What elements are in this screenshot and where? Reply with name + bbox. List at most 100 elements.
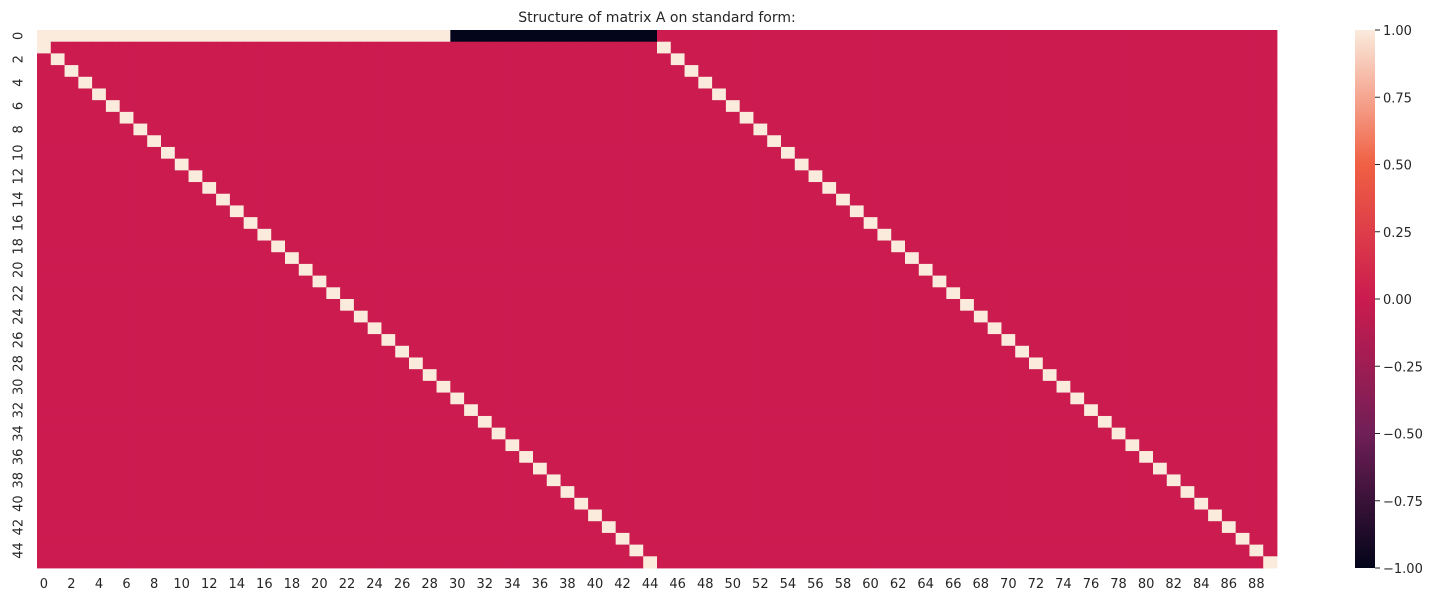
heatmap-cell bbox=[905, 521, 920, 534]
heatmap-cell bbox=[1029, 497, 1044, 510]
heatmap-cell bbox=[670, 345, 685, 358]
heatmap-cell bbox=[808, 240, 823, 253]
heatmap-cell bbox=[973, 287, 989, 300]
heatmap-cell bbox=[863, 193, 878, 206]
heatmap-cell bbox=[684, 158, 699, 171]
heatmap-cell bbox=[422, 556, 437, 569]
heatmap-cell bbox=[257, 497, 272, 510]
heatmap-cell bbox=[147, 357, 162, 370]
heatmap-cell bbox=[285, 100, 300, 113]
heatmap-cell bbox=[298, 474, 313, 487]
heatmap-cell bbox=[340, 205, 355, 218]
heatmap-cell bbox=[1208, 217, 1223, 230]
heatmap-cell bbox=[464, 135, 479, 148]
heatmap-cell bbox=[1139, 345, 1154, 358]
heatmap-cell bbox=[918, 88, 933, 101]
heatmap-cell bbox=[684, 451, 699, 464]
heatmap-cell bbox=[174, 182, 189, 195]
heatmap-cell bbox=[574, 123, 589, 136]
heatmap-cell bbox=[285, 474, 300, 487]
heatmap-cell bbox=[147, 310, 162, 323]
heatmap-cell bbox=[877, 53, 892, 66]
heatmap-cell bbox=[1001, 392, 1016, 405]
heatmap-cell bbox=[161, 334, 176, 347]
x-tick-label: 58 bbox=[835, 577, 852, 592]
heatmap-cell bbox=[1029, 123, 1044, 136]
heatmap-cell bbox=[533, 170, 548, 183]
heatmap-cell bbox=[491, 369, 506, 382]
heatmap-cell bbox=[698, 427, 713, 440]
heatmap-cell bbox=[188, 100, 203, 113]
heatmap-cell bbox=[1001, 322, 1016, 335]
heatmap-cell bbox=[1166, 53, 1181, 66]
heatmap-cell bbox=[932, 556, 947, 569]
heatmap-cell bbox=[257, 334, 272, 347]
heatmap-cell bbox=[657, 521, 672, 534]
heatmap-cell bbox=[1249, 170, 1264, 183]
heatmap-cell bbox=[601, 427, 617, 440]
heatmap-cell bbox=[312, 76, 327, 89]
heatmap-cell bbox=[905, 415, 920, 429]
heatmap-cell bbox=[601, 135, 617, 148]
heatmap-cell bbox=[1263, 462, 1278, 475]
heatmap-cell bbox=[1221, 53, 1237, 66]
heatmap-cell bbox=[133, 486, 148, 499]
heatmap-cell bbox=[808, 158, 823, 171]
heatmap-cell bbox=[767, 532, 782, 546]
heatmap-cell bbox=[946, 287, 961, 300]
heatmap-cell bbox=[794, 53, 809, 66]
heatmap-cell bbox=[353, 427, 369, 440]
heatmap-cell bbox=[932, 392, 947, 405]
heatmap-cell bbox=[340, 240, 355, 253]
y-tick-label: 30 bbox=[12, 378, 27, 395]
heatmap-cell bbox=[794, 334, 809, 347]
heatmap-cell bbox=[1194, 380, 1209, 393]
heatmap-cell bbox=[725, 275, 741, 288]
heatmap-cell bbox=[312, 310, 327, 323]
heatmap-cell bbox=[822, 135, 837, 148]
heatmap-cell bbox=[739, 263, 754, 277]
heatmap-cell bbox=[409, 369, 424, 382]
heatmap-cell bbox=[37, 275, 52, 288]
heatmap-cell bbox=[560, 217, 575, 230]
heatmap-cell bbox=[1001, 369, 1016, 382]
heatmap-cell bbox=[1139, 439, 1154, 452]
heatmap-cell bbox=[1180, 486, 1195, 499]
heatmap-cell bbox=[960, 287, 975, 300]
heatmap-cell bbox=[725, 369, 741, 382]
heatmap-cell bbox=[229, 404, 245, 417]
heatmap-cell bbox=[312, 334, 327, 347]
chart-title: Structure of matrix A on standard form: bbox=[518, 10, 795, 26]
heatmap-cell bbox=[960, 217, 975, 230]
heatmap-cell bbox=[767, 158, 782, 171]
heatmap-cell bbox=[50, 474, 65, 487]
heatmap-cell bbox=[450, 509, 465, 522]
heatmap-cell bbox=[767, 205, 782, 218]
heatmap-cell bbox=[105, 65, 121, 78]
heatmap-cell bbox=[1235, 439, 1250, 452]
heatmap-cell bbox=[1263, 322, 1278, 335]
heatmap-cell bbox=[477, 509, 493, 522]
heatmap-cell bbox=[505, 392, 520, 405]
heatmap-cell bbox=[229, 486, 245, 499]
heatmap-cell bbox=[271, 392, 286, 405]
heatmap-cell bbox=[422, 53, 437, 66]
heatmap-cell bbox=[794, 41, 809, 54]
heatmap-cell bbox=[601, 252, 617, 265]
heatmap-cell bbox=[174, 380, 189, 393]
heatmap-cell bbox=[684, 275, 699, 288]
heatmap-cell bbox=[477, 111, 493, 124]
heatmap-cell bbox=[781, 415, 796, 429]
heatmap-cell bbox=[505, 240, 520, 253]
heatmap-cell bbox=[1263, 380, 1278, 393]
heatmap-cell bbox=[1084, 252, 1099, 265]
heatmap-cell bbox=[1166, 217, 1181, 230]
heatmap-cell bbox=[629, 30, 644, 43]
heatmap-cell bbox=[588, 123, 603, 136]
heatmap-cell bbox=[712, 486, 727, 499]
heatmap-cell bbox=[863, 462, 878, 475]
heatmap-cell bbox=[92, 509, 107, 522]
heatmap-cell bbox=[119, 322, 134, 335]
heatmap-cell bbox=[519, 509, 534, 522]
heatmap-cell bbox=[615, 170, 630, 183]
